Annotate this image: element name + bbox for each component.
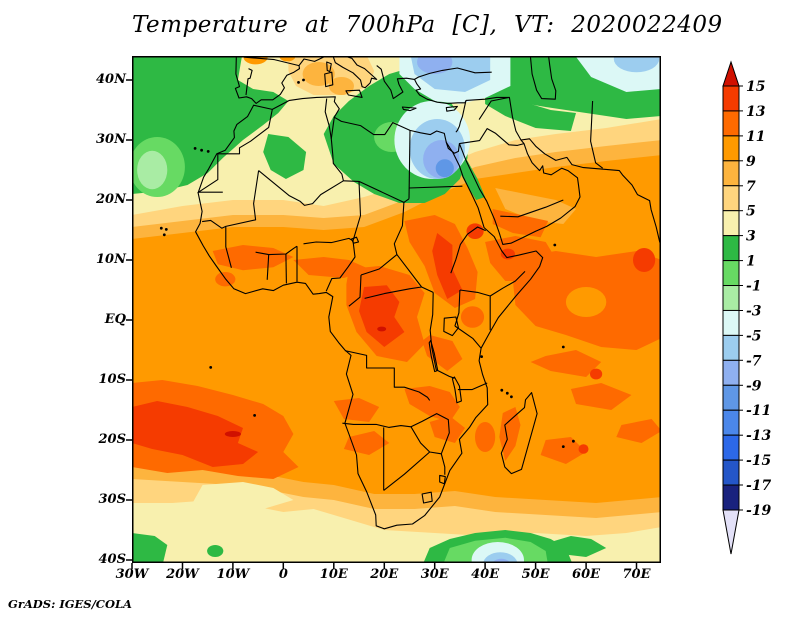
lon-tick-label: 50E xyxy=(521,567,550,582)
colorbar-label: 15 xyxy=(746,79,765,95)
lon-tick-label: 10W xyxy=(216,567,250,582)
lon-tick-label: 10E xyxy=(319,567,348,582)
colorbar-label: 3 xyxy=(746,229,756,245)
colorbar-label: -17 xyxy=(746,478,772,494)
colorbar-label: 13 xyxy=(746,104,766,120)
lon-tick-label: 20W xyxy=(166,567,199,582)
lat-tick-label: 10S xyxy=(98,372,126,387)
lon-tick-label: 40E xyxy=(471,567,500,582)
lon-tick-label: 70E xyxy=(622,567,651,582)
colorbar-label: -9 xyxy=(746,378,762,394)
colorbar-arrow-top xyxy=(722,60,740,87)
lat-tick-label: 40S xyxy=(98,552,126,567)
colorbar-label: -11 xyxy=(746,403,771,419)
credit-text: GrADS: IGES/COLA xyxy=(8,597,132,611)
lat-tick-label: 20S xyxy=(98,432,126,447)
map-canvas xyxy=(126,56,661,569)
coastlines-borders xyxy=(159,56,661,530)
axis-ticks xyxy=(126,79,638,569)
colorbar-label: -15 xyxy=(746,453,771,469)
colorbar-label: 5 xyxy=(746,204,756,220)
temperature-map-svg xyxy=(126,56,661,569)
colorbar-label: 7 xyxy=(746,179,756,195)
map-frame xyxy=(132,56,661,563)
lat-tick-label: 40N xyxy=(96,72,126,87)
plot-title: Temperature at 700hPa [C], VT: 202002240… xyxy=(132,12,723,38)
colorbar-arrow-bottom xyxy=(722,509,740,555)
lat-tick-label: EQ xyxy=(104,312,126,327)
colorbar-svg: 15 13 11 9 7 5 3 1 -1 -3 -5 -7 -9 -11 -13 -15 -17 -19 xyxy=(722,60,772,555)
colorbar-label: -13 xyxy=(746,428,772,444)
colorbar-label: -1 xyxy=(746,279,762,295)
lat-tick-label: 30N xyxy=(96,132,126,147)
colorbar-label: 11 xyxy=(746,129,765,145)
lon-tick-label: 30W xyxy=(115,567,149,582)
temperature-shading xyxy=(132,56,661,563)
colorbar: 15 13 11 9 7 5 3 1 -1 -3 -5 -7 -9 -11 -13 -15 -17 -19 xyxy=(713,60,793,561)
colorbar-label: -19 xyxy=(746,503,772,519)
colorbar-label: -7 xyxy=(746,353,762,369)
colorbar-label: -3 xyxy=(746,304,762,320)
lon-tick-label: 0 xyxy=(278,567,288,582)
lat-tick-label: 10N xyxy=(96,252,126,267)
colorbar-label: -5 xyxy=(746,328,762,344)
lon-tick-label: 20E xyxy=(370,567,399,582)
lon-tick-label: 30E xyxy=(420,567,449,582)
colorbar-label: 1 xyxy=(746,254,756,270)
lat-tick-label: 20N xyxy=(96,192,126,207)
colorbar-label: 9 xyxy=(746,154,756,170)
lon-tick-label: 60E xyxy=(572,567,601,582)
lat-tick-label: 30S xyxy=(98,492,126,507)
